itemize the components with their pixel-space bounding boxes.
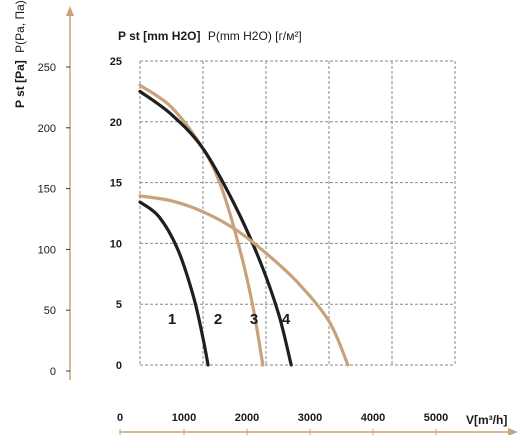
curve-label-2: 2 (214, 311, 222, 328)
x-tick-label: 0 (117, 412, 123, 424)
x-axis-title: V[m³/h] (466, 413, 507, 427)
curve-label-3: 3 (250, 311, 258, 328)
y-title-left-rest: P(Pa, Па) (13, 0, 27, 53)
y-tick-pa-label: 150 (38, 184, 56, 196)
y-axis-title-top: P st [mm H2O] P(mm H2O) [г/м²] (118, 29, 302, 43)
x-tick-label: 3000 (298, 412, 322, 424)
curve-4 (138, 194, 350, 367)
y-tick-pa-label: 0 (50, 366, 56, 378)
grid (139, 60, 456, 366)
y-tick-mm-label: 15 (110, 178, 122, 190)
y-tick-pa-label: 200 (38, 123, 56, 135)
curve-2 (138, 83, 265, 367)
x-tick-label: 1000 (172, 412, 196, 424)
y-tick-mm-label: 25 (110, 56, 122, 68)
curves: 1 2 3 4 (138, 83, 350, 367)
curve-1 (138, 200, 210, 367)
curve-label-1: 1 (168, 311, 176, 328)
curve-3 (138, 89, 293, 367)
curve-label-4: 4 (282, 311, 291, 328)
x-axis-arrow (508, 428, 518, 435)
y-axis-arrow (66, 6, 74, 16)
y-title-left-bold: P st [Pa] (13, 60, 27, 108)
y-title-top-rest: P(mm H2O) [г/м²] (208, 29, 302, 43)
y-title-top-bold: P st [mm H2O] (118, 29, 200, 43)
y-axis-title-left: P st [Pa] P(Pa, Па) (13, 0, 27, 108)
y-tick-pa-label: 250 (38, 62, 56, 74)
y-tick-mm-label: 0 (116, 360, 122, 372)
y-tick-mm-label: 20 (110, 117, 122, 129)
x-tick-label: 2000 (235, 412, 259, 424)
y-tick-pa-label: 100 (38, 244, 56, 256)
y-tick-pa-label: 50 (44, 305, 56, 317)
x-tick-label: 4000 (361, 412, 385, 424)
y-tick-mm-label: 10 (110, 238, 122, 250)
y-tick-mm-label: 5 (116, 299, 122, 311)
x-tick-label: 5000 (424, 412, 448, 424)
